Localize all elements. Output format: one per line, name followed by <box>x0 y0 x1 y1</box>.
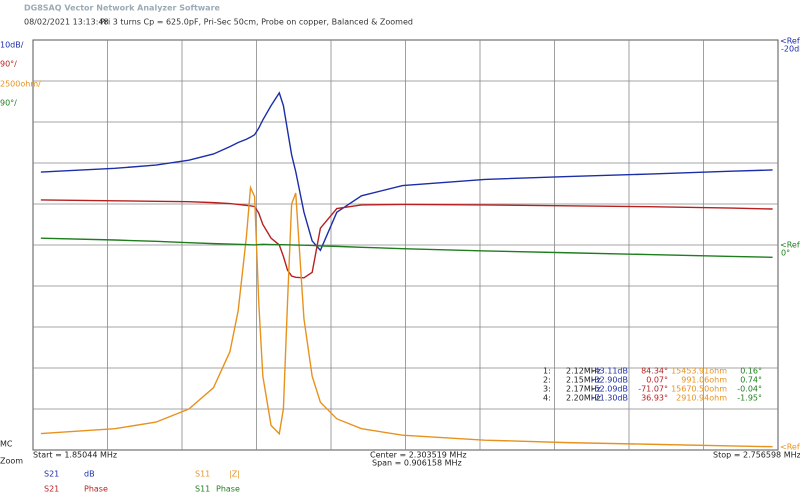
ref-label: <Ref1 <box>780 37 800 46</box>
marker-s21-phase: 36.93° <box>641 394 668 403</box>
marker-s11-z: 991.06ohm <box>681 376 727 385</box>
marker-s21-phase: 0.07° <box>646 376 668 385</box>
traces <box>40 91 773 448</box>
grid <box>33 40 778 450</box>
marker-s21-db: -71.30dB <box>592 394 628 403</box>
marker-s21-db: -43.11dB <box>592 367 628 376</box>
ref-label: <Ref2 <box>780 241 800 250</box>
marker-frequency: 2.15MHz <box>566 376 601 385</box>
marker-index: 1: <box>543 367 551 376</box>
marker-s11-phase: 0.74° <box>740 376 762 385</box>
ref-value: 0° <box>781 249 790 258</box>
scale-label: 10dB/ <box>0 41 24 50</box>
trace <box>40 184 773 448</box>
marker-index: 4: <box>543 394 551 403</box>
zoom-label: Zoom <box>0 457 23 466</box>
start-label: Start = 1.85044 MHz <box>33 451 117 460</box>
description: Pri 3 turns Cp = 625.0pF, Pri-Sec 50cm, … <box>100 18 413 27</box>
ref-value: -20dB <box>781 45 800 54</box>
marker-frequency: 2.20MHz <box>566 394 601 403</box>
legend-name: S11 <box>195 485 210 494</box>
ref-label: <Ref3 <box>780 443 800 452</box>
legend-quantity: Phase <box>84 485 108 494</box>
marker-s11-phase: -0.04° <box>737 385 762 394</box>
trace <box>40 237 773 258</box>
marker-s11-phase: -1.95° <box>737 394 762 403</box>
marker-s11-z: 15453.91ohm <box>671 367 727 376</box>
marker-s11-z: 2910.94ohm <box>676 394 727 403</box>
trace <box>40 199 773 279</box>
center-label: Center = 2.303519 MHz <box>370 451 467 460</box>
legend-quantity: Phase <box>216 485 240 494</box>
marker-index: 2: <box>543 376 551 385</box>
marker-s21-phase: -71.07° <box>638 385 668 394</box>
marker-s21-phase: 84.34° <box>641 367 668 376</box>
legend-name: S21 <box>44 470 59 479</box>
stop-label: Stop = 2.756598 MHz <box>713 451 800 460</box>
legend-name: S11 <box>195 470 210 479</box>
marker-s21-db: -52.09dB <box>592 385 628 394</box>
legend-quantity: |Z| <box>229 470 240 479</box>
trace <box>40 91 773 252</box>
marker-frequency: 2.12MHz <box>566 367 601 376</box>
marker-s11-phase: 0.16° <box>740 367 762 376</box>
legend-quantity: dB <box>84 470 95 479</box>
app-title: DG8SAQ Vector Network Analyzer Software <box>24 4 221 13</box>
scale-label: 90°/ <box>0 60 17 69</box>
legend-name: S21 <box>44 485 59 494</box>
timestamp: 08/02/2021 13:13:48 <box>24 18 109 27</box>
marker-frequency: 2.17MHz <box>566 385 601 394</box>
scale-label: 2500ohm/ <box>0 80 41 89</box>
marker-s11-z: 15670.50ohm <box>671 385 727 394</box>
mc-label: MC <box>0 440 13 449</box>
scale-label: 90°/ <box>0 99 17 108</box>
marker-index: 3: <box>543 385 551 394</box>
span-label: Span = 0.906158 MHz <box>372 459 462 468</box>
marker-s21-db: -32.90dB <box>592 376 628 385</box>
